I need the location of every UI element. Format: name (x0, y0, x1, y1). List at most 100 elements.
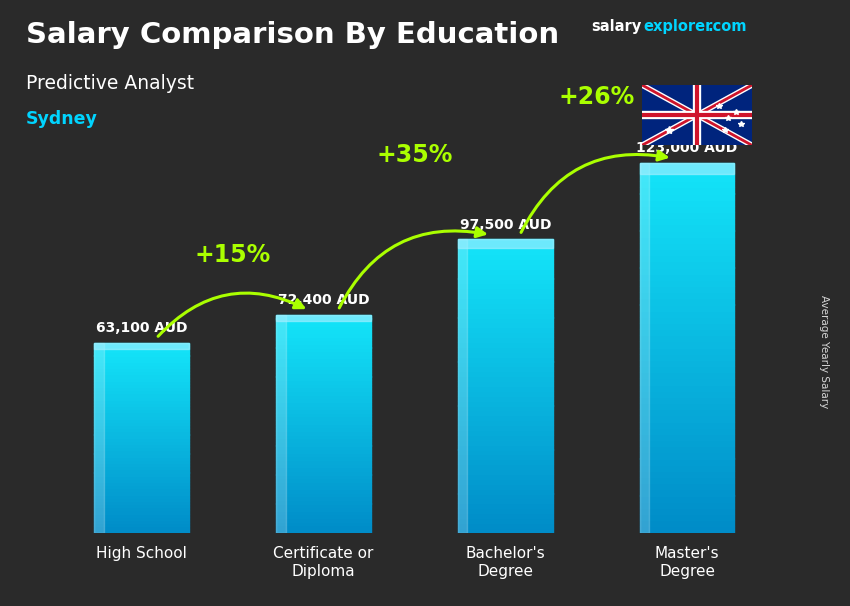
Bar (640, 310, 734, 317)
Bar (640, 483, 734, 490)
Bar (276, 322, 371, 326)
Bar (276, 449, 371, 453)
Bar (458, 239, 552, 244)
Bar (94, 463, 189, 466)
Bar (458, 445, 552, 450)
Bar (640, 175, 734, 181)
Bar (94, 457, 189, 460)
Bar (640, 249, 734, 255)
Bar (94, 375, 189, 378)
Bar (458, 327, 552, 332)
Bar (94, 381, 189, 384)
Bar (276, 456, 371, 460)
Bar (94, 513, 189, 517)
Bar (458, 264, 552, 268)
Bar (94, 438, 189, 441)
Bar (276, 409, 371, 413)
Bar (640, 465, 734, 471)
Bar (640, 212, 734, 218)
Bar (458, 513, 552, 518)
Bar (94, 504, 189, 507)
Bar (94, 510, 189, 514)
Bar (276, 413, 371, 416)
Text: Sydney: Sydney (26, 110, 98, 128)
Bar (640, 415, 734, 422)
Bar (276, 362, 371, 365)
Bar (458, 298, 552, 303)
Bar (458, 464, 552, 469)
Bar (94, 343, 189, 348)
Bar (640, 502, 734, 508)
FancyArrowPatch shape (158, 293, 303, 336)
Bar (640, 341, 734, 348)
Bar (458, 351, 552, 357)
Bar (94, 425, 189, 428)
Bar (640, 169, 734, 175)
Bar (458, 528, 552, 533)
Bar (458, 239, 552, 248)
Text: explorer: explorer (643, 19, 713, 35)
Bar (94, 491, 189, 494)
Bar (94, 498, 189, 501)
Bar (276, 464, 371, 467)
Bar (640, 163, 734, 174)
Bar (94, 416, 189, 419)
Bar (640, 452, 734, 459)
Bar (458, 488, 552, 493)
Bar (640, 434, 734, 440)
Bar (94, 450, 189, 453)
Bar (276, 325, 371, 330)
Bar (640, 446, 734, 453)
Bar (94, 396, 189, 400)
Bar (640, 193, 734, 200)
Bar (94, 482, 189, 485)
Bar (94, 352, 189, 356)
Bar (94, 476, 189, 479)
Bar (640, 236, 734, 243)
Bar (94, 473, 189, 476)
Bar (458, 288, 552, 293)
Bar (94, 488, 189, 491)
Bar (94, 343, 104, 533)
Bar (640, 273, 734, 280)
Bar (94, 346, 189, 349)
Bar (640, 162, 734, 169)
Bar (94, 517, 189, 520)
Bar (276, 351, 371, 355)
Bar (276, 453, 371, 456)
Bar (640, 329, 734, 335)
Bar (458, 337, 552, 342)
Bar (640, 459, 734, 465)
Bar (640, 280, 734, 286)
Bar (458, 518, 552, 523)
Bar (276, 376, 371, 380)
Bar (94, 371, 189, 375)
Bar (458, 420, 552, 425)
Text: Predictive Analyst: Predictive Analyst (26, 74, 194, 93)
Bar (458, 273, 552, 279)
Bar (276, 427, 371, 431)
Bar (458, 342, 552, 347)
Bar (276, 489, 371, 493)
Bar (640, 366, 734, 372)
Bar (458, 381, 552, 386)
Bar (458, 254, 552, 259)
Bar (640, 440, 734, 446)
Bar (276, 336, 371, 341)
Bar (276, 478, 371, 482)
Bar (458, 386, 552, 391)
Bar (276, 511, 371, 514)
Bar (276, 402, 371, 405)
Bar (276, 500, 371, 504)
Bar (276, 431, 371, 435)
Bar (276, 315, 286, 533)
Bar (276, 318, 371, 322)
Bar (94, 501, 189, 504)
Bar (276, 344, 371, 348)
Bar (276, 315, 371, 321)
Bar (276, 460, 371, 464)
Bar (640, 372, 734, 379)
Bar (640, 354, 734, 360)
Bar (94, 428, 189, 431)
Text: 123,000 AUD: 123,000 AUD (637, 141, 738, 155)
